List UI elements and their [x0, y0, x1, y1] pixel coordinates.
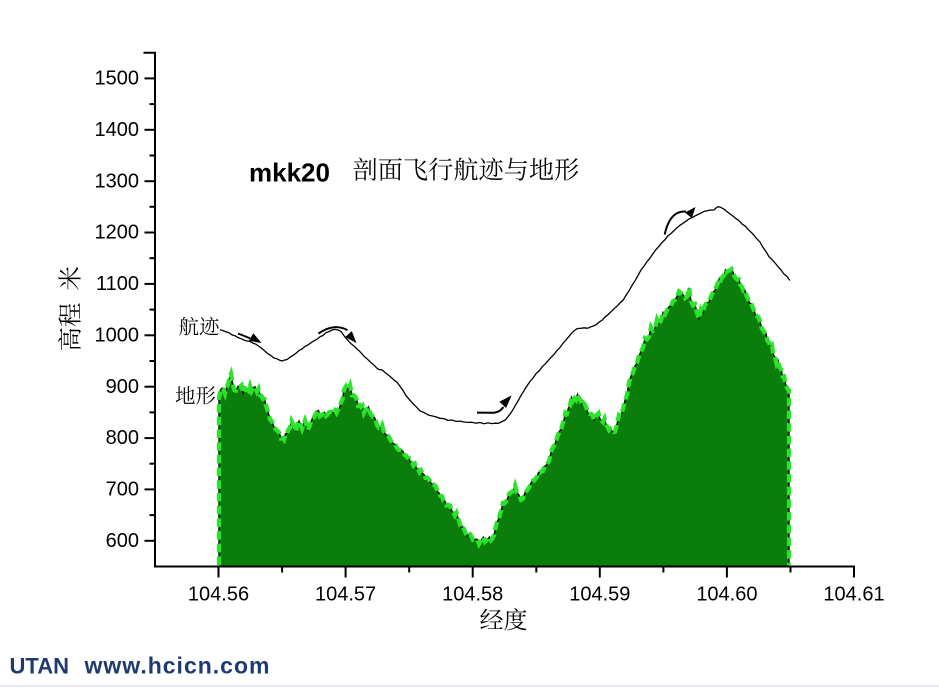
- svg-text:1200: 1200: [95, 222, 140, 244]
- svg-text:900: 900: [106, 376, 139, 398]
- svg-text:1500: 1500: [95, 68, 140, 90]
- svg-text:UTAN: UTAN: [10, 654, 69, 679]
- svg-text:104.60: 104.60: [696, 584, 757, 606]
- svg-text:104.57: 104.57: [315, 584, 376, 606]
- svg-text:mkk20: mkk20: [249, 158, 330, 188]
- svg-text:1300: 1300: [95, 170, 140, 192]
- svg-text:104.61: 104.61: [823, 584, 884, 606]
- svg-text:www.hcicn.com: www.hcicn.com: [84, 653, 271, 679]
- svg-text:800: 800: [106, 427, 139, 449]
- svg-text:104.58: 104.58: [442, 584, 503, 606]
- svg-text:1000: 1000: [95, 325, 140, 347]
- svg-text:700: 700: [106, 479, 139, 501]
- svg-text:1100: 1100: [96, 273, 139, 295]
- svg-text:104.56: 104.56: [188, 584, 249, 606]
- svg-text:104.59: 104.59: [569, 584, 630, 606]
- svg-text:600: 600: [106, 530, 139, 552]
- svg-text:1400: 1400: [95, 119, 140, 141]
